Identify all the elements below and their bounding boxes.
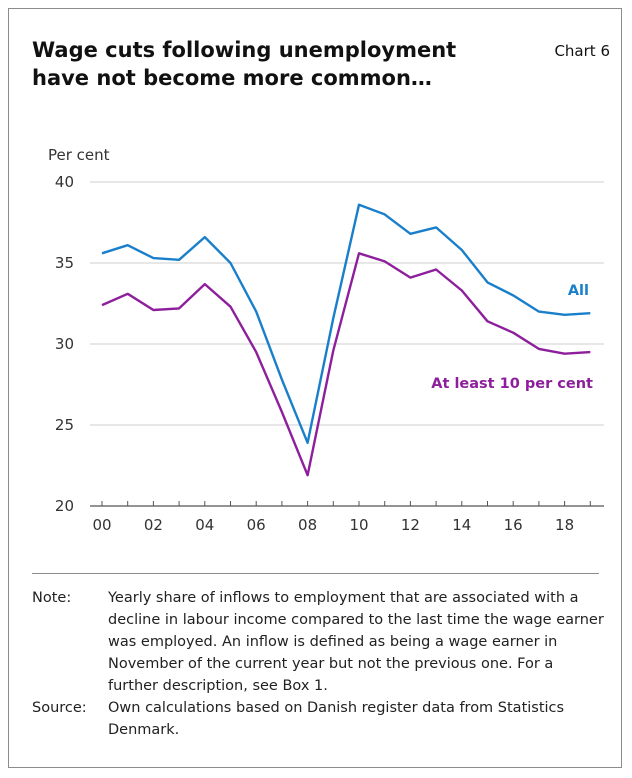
chart-title: Wage cuts following unemployment have no…: [32, 36, 502, 92]
y-tick-label: 25: [55, 416, 74, 434]
notes-divider: [32, 573, 599, 574]
notes-section: Note: Yearly share of inflows to employm…: [32, 587, 604, 741]
note-text: Yearly share of inflows to employment th…: [108, 590, 604, 694]
series-label-all: All: [568, 283, 589, 299]
source-text: Own calculations based on Danish registe…: [108, 700, 565, 738]
series-line-all: [101, 203, 591, 444]
x-tick-label: 18: [555, 516, 574, 534]
y-axis-label: Per cent: [48, 146, 110, 164]
x-tick-label: 08: [298, 516, 317, 534]
note-row: Note: Yearly share of inflows to employm…: [32, 587, 604, 697]
source-label: Source:: [32, 700, 87, 716]
note-label: Note:: [32, 590, 72, 606]
x-tick-label: 16: [504, 516, 523, 534]
x-tick-label: 00: [92, 516, 111, 534]
y-tick-label: 30: [55, 335, 74, 353]
y-tick-label: 20: [55, 497, 74, 515]
chart-title-line-2: have not become more common…: [32, 66, 432, 90]
y-tick-label: 40: [55, 173, 74, 191]
y-tick-label: 35: [55, 254, 74, 272]
chart-number: Chart 6: [554, 42, 610, 60]
x-tick-label: 06: [247, 516, 266, 534]
x-tick-label: 04: [195, 516, 214, 534]
chart-frame: [8, 8, 622, 768]
x-tick-label: 02: [144, 516, 163, 534]
series-label-at-least-10: At least 10 per cent: [431, 376, 593, 392]
source-row: Source: Own calculations based on Danish…: [32, 697, 604, 741]
x-tick-label: 10: [349, 516, 368, 534]
chart-title-line-1: Wage cuts following unemployment: [32, 38, 457, 62]
x-tick-label: 12: [401, 516, 420, 534]
series-line-at-least-10: [101, 252, 591, 477]
x-tick-label: 14: [452, 516, 471, 534]
